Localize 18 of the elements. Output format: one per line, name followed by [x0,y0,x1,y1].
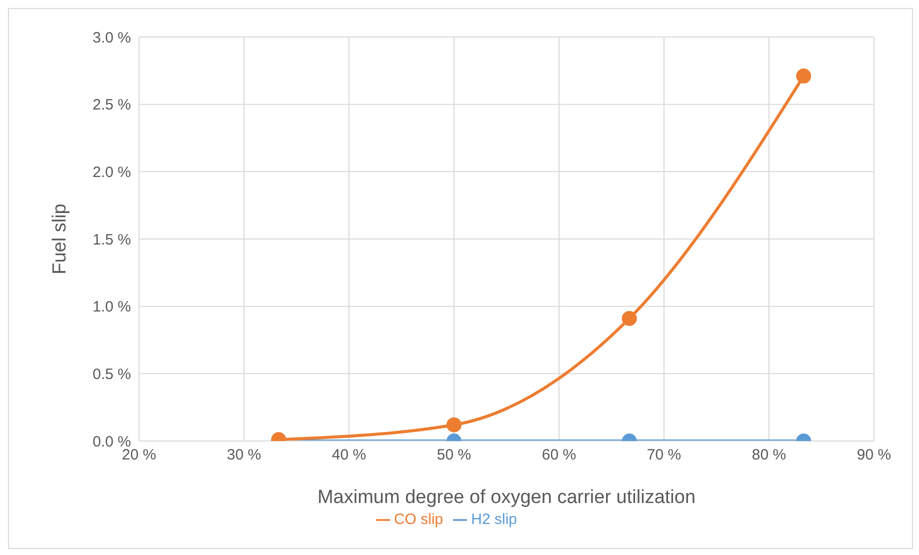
x-tick-label: 60 % [542,446,576,464]
x-axis-title: Maximum degree of oxygen carrier utilization [317,487,696,508]
y-tick-label: 1.5 % [92,231,131,248]
x-tick-label: 40 % [332,446,366,464]
y-tick-label: 2.0 % [92,164,131,181]
y-axis-title: Fuel slip [50,204,71,274]
x-tick-label: 70 % [646,446,682,464]
x-tick-label: 50 % [436,446,472,464]
legend-label: CO slip [394,511,444,528]
y-tick-label: 3.0 % [92,29,131,46]
x-tick-label: 80 % [752,446,786,464]
y-tick-label: 0.5 % [92,366,131,383]
x-tick-label: 90 % [856,446,892,464]
legend-label: H2 slip [471,511,518,528]
y-tick-label: 2.5 % [92,96,131,114]
y-tick-label: 1.0 % [92,298,131,316]
x-tick-label: 30 % [226,446,262,464]
point [796,68,812,84]
